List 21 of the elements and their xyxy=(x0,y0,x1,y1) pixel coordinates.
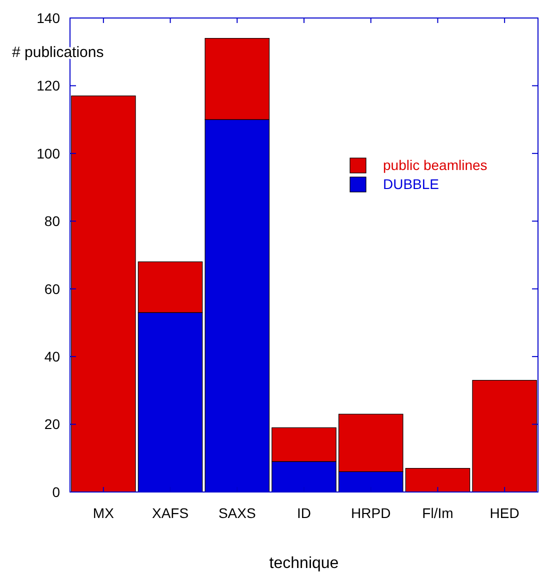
y-tick-label: 140 xyxy=(36,10,60,26)
y-tick-label: 40 xyxy=(44,348,60,364)
x-tick-label: XAFS xyxy=(152,505,189,521)
x-tick-label: MX xyxy=(92,505,115,521)
x-tick-label: ID xyxy=(297,505,311,521)
y-tick-label: 120 xyxy=(36,78,60,94)
legend-label: public beamlines xyxy=(383,157,488,173)
bar xyxy=(472,380,537,492)
y-tick-label: 60 xyxy=(44,280,60,297)
y-tick-label: 100 xyxy=(36,145,60,162)
x-axis-title: technique xyxy=(269,555,339,572)
bar xyxy=(71,96,136,492)
x-tick-label: HRPD xyxy=(351,505,391,521)
x-tick-label: HED xyxy=(490,505,520,521)
x-tick-label: SAXS xyxy=(218,505,256,521)
y-tick-label: 20 xyxy=(44,416,60,432)
bar xyxy=(405,468,470,492)
y-tick-label: 80 xyxy=(44,213,60,230)
legend-label: DUBBLE xyxy=(383,176,440,192)
x-tick-label: Fl/Im xyxy=(422,505,454,521)
y-tick-label: 0 xyxy=(52,484,60,500)
